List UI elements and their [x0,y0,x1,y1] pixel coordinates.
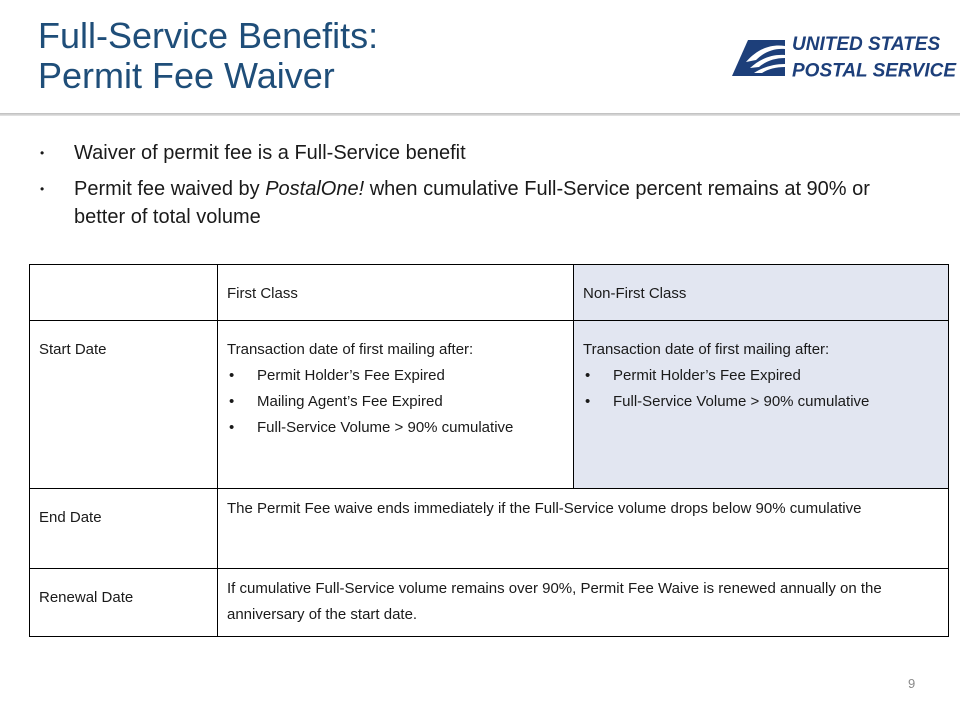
header-row: First Class Non-First Class [29,264,949,321]
renewal-date-label: Renewal Date [29,568,218,637]
list-item: Full-Service Volume > 90% cumulative [227,415,564,441]
title-line-1: Full-Service Benefits: [38,15,379,56]
end-date-row: End Date The Permit Fee waive ends immed… [29,488,949,569]
list-item: Permit Holder’s Fee Expired [227,363,564,389]
header-empty-cell [29,264,218,321]
renewal-date-text: If cumulative Full-Service volume remain… [217,568,949,637]
usps-logo: UNITED STATES POSTAL SERVICE ® [728,34,960,81]
slide-title: Full-Service Benefits: Permit Fee Waiver [38,16,378,96]
end-date-text: The Permit Fee waive ends immediately if… [217,488,949,569]
start-date-row: Start Date Transaction date of first mai… [29,320,949,489]
postalone-name: PostalOne! [265,178,365,200]
end-date-label: End Date [29,488,218,569]
usps-eagle-icon [732,40,785,76]
start-non-first-class-list: Permit Holder’s Fee Expired Full-Service… [583,363,939,415]
bullet-dot: • [40,146,45,160]
start-first-class-cell: Transaction date of first mailing after:… [217,320,574,489]
bullet-list: • Waiver of permit fee is a Full-Service… [38,139,918,239]
header-first-class: First Class [217,264,574,321]
logo-line-2: POSTAL SERVICE ® [792,56,960,81]
bullet-dot: • [40,182,45,196]
bullet-text: Waiver of permit fee is a Full-Service b… [74,142,466,164]
list-item: Permit Holder’s Fee Expired [583,363,939,389]
logo-line-2-text: POSTAL SERVICE [792,60,956,82]
title-line-2: Permit Fee Waiver [38,55,335,96]
list-item: Full-Service Volume > 90% cumulative [583,389,939,415]
renewal-date-row: Renewal Date If cumulative Full-Service … [29,568,949,637]
header-non-first-class: Non-First Class [573,264,949,321]
permit-waiver-table: First Class Non-First Class Start Date T… [29,264,949,637]
title-divider [0,113,960,116]
bullet-item: • Permit fee waived by PostalOne! when c… [38,175,918,231]
start-first-class-intro: Transaction date of first mailing after: [227,341,474,358]
start-non-first-class-intro: Transaction date of first mailing after: [583,341,830,358]
bullet-item: • Waiver of permit fee is a Full-Service… [38,139,918,167]
bullet-text-post: when cumulative Full-Service percent rem… [74,178,870,228]
start-date-label: Start Date [29,320,218,489]
start-first-class-list: Permit Holder’s Fee Expired Mailing Agen… [227,363,564,441]
bullet-text-pre: Permit fee waived by [74,178,266,200]
page-number: 9 [908,676,916,691]
logo-line-1: UNITED STATES [792,34,941,55]
list-item: Mailing Agent’s Fee Expired [227,389,564,415]
start-non-first-class-cell: Transaction date of first mailing after:… [573,320,949,489]
